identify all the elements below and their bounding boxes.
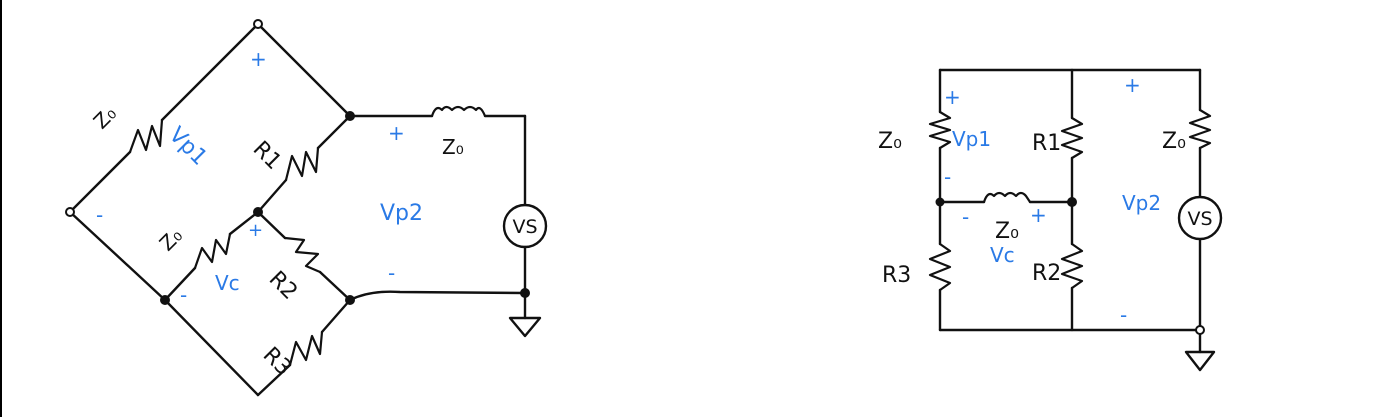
vp2-label-left: Vp2 bbox=[380, 201, 423, 226]
wire-r2-bottom bbox=[318, 270, 352, 302]
left-circuit: VS Z₀ R1 Z₀ R2 R3 Z₀ + - Vp1 + Vp2 - + V… bbox=[65, 19, 548, 397]
r2-label-left: R2 bbox=[264, 267, 302, 305]
minus-vp1-right: - bbox=[944, 165, 951, 189]
minus-left: - bbox=[96, 203, 103, 227]
z0-right-resistor bbox=[1188, 108, 1212, 150]
z0-crossbar-resistor bbox=[982, 191, 1032, 204]
node-right-top bbox=[345, 111, 355, 121]
vs-label-left: VS bbox=[512, 216, 537, 238]
plus-vp2-right: + bbox=[1124, 73, 1141, 97]
node-left bbox=[65, 207, 75, 217]
plus-vc-left: + bbox=[248, 220, 263, 241]
wire-r1-bottom bbox=[256, 178, 288, 214]
r3-label-left: R3 bbox=[258, 343, 296, 381]
wire-r3-low bbox=[256, 363, 292, 397]
node-crossbar-left bbox=[935, 197, 945, 207]
wire-r1-top bbox=[316, 114, 352, 150]
z0-left-resistor bbox=[928, 110, 952, 150]
z0-top-resistor bbox=[128, 118, 164, 154]
minus-vp2-right: - bbox=[1120, 303, 1127, 327]
vc-label-left: Vc bbox=[215, 271, 240, 295]
wire-left-bottom bbox=[68, 210, 167, 302]
vp2-label-right: Vp2 bbox=[1122, 191, 1161, 215]
plus-vp1-right: + bbox=[944, 85, 961, 109]
wire-r3-high bbox=[320, 298, 352, 334]
wire-z0mid-high bbox=[228, 210, 260, 236]
vc-label-right: Vc bbox=[990, 243, 1015, 267]
vs-label-right: VS bbox=[1187, 208, 1212, 230]
wire-bottom-return bbox=[348, 290, 527, 302]
z0-right-label: Z₀ bbox=[1162, 129, 1186, 154]
node-top bbox=[253, 19, 263, 29]
r1-resistor bbox=[284, 146, 320, 182]
r2-label-right: R2 bbox=[1032, 261, 1061, 286]
wire-z0mid-low bbox=[163, 266, 197, 302]
wire-top-right bbox=[256, 22, 352, 118]
node-ground bbox=[520, 288, 530, 298]
z0-top-label: Z₀ bbox=[89, 101, 121, 133]
r1-label-left: R1 bbox=[248, 137, 286, 175]
right-circuit: VS Z₀ R1 Z₀ Z₀ R2 R3 + Vp1 - + Vp2 - - +… bbox=[878, 68, 1223, 372]
minus-vc-left: - bbox=[180, 283, 187, 307]
r3-label-right: R3 bbox=[882, 263, 911, 288]
node-right-bottom bbox=[345, 295, 355, 305]
plus-vc-right: + bbox=[1030, 203, 1047, 227]
vp1-label-left: Vp1 bbox=[164, 123, 212, 171]
node-center bbox=[253, 207, 263, 217]
r2-resistor bbox=[283, 236, 322, 274]
minus-vp2-left: - bbox=[388, 261, 395, 285]
wire-left-top-b bbox=[160, 22, 260, 122]
ground-icon-right bbox=[1184, 350, 1216, 372]
z0-mid-label: Z₀ bbox=[155, 223, 187, 255]
vs-source-right bbox=[1177, 195, 1223, 241]
z0-mid-resistor bbox=[193, 232, 232, 270]
z0-series-label: Z₀ bbox=[442, 135, 464, 159]
z0-crossbar-label: Z₀ bbox=[995, 219, 1019, 244]
plus-vp2-left: + bbox=[388, 121, 405, 145]
r3-resistor-right bbox=[928, 242, 952, 292]
node-ground-right bbox=[1195, 325, 1205, 335]
wire-r2-top bbox=[256, 210, 287, 240]
r1-label-right: R1 bbox=[1032, 131, 1061, 156]
z0-series-resistor bbox=[430, 105, 487, 118]
vp1-label-right: Vp1 bbox=[952, 127, 991, 151]
screen-edge bbox=[0, 0, 2, 417]
r2-resistor-right bbox=[1060, 242, 1084, 290]
plus-top: + bbox=[250, 47, 267, 71]
wire-left-top-a bbox=[68, 150, 132, 214]
ground-icon-left bbox=[508, 316, 542, 338]
r3-resistor bbox=[288, 330, 324, 367]
node-left-bottom bbox=[160, 295, 170, 305]
node-crossbar-right bbox=[1067, 197, 1077, 207]
z0-left-label: Z₀ bbox=[878, 129, 902, 154]
r1-resistor-right bbox=[1060, 116, 1084, 160]
wire-bottom-left bbox=[163, 298, 260, 397]
vs-source-left bbox=[502, 203, 548, 249]
minus-vc-right: - bbox=[962, 205, 969, 229]
